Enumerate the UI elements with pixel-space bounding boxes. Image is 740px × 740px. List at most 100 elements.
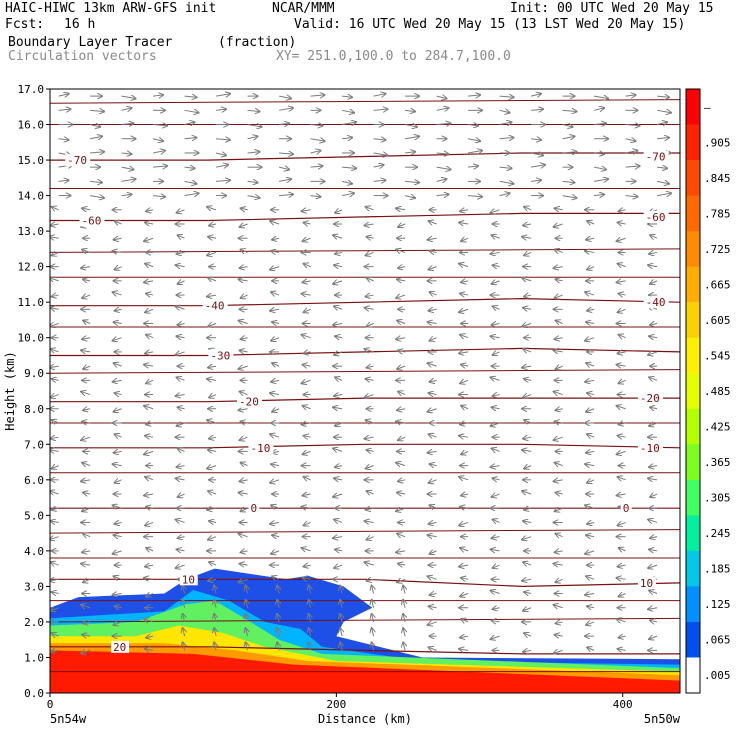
init-time: Init: 00 UTC Wed 20 May 15 [510,1,714,16]
vector-arrow [58,139,69,140]
contour-label-0: -70 [67,154,87,167]
contour-label-13: 10 [182,573,195,586]
contour-label-bg-1 [643,150,669,163]
vector-arrow [468,196,482,197]
vector-arrow [145,522,154,525]
vector-arrow [304,477,311,480]
vector-arrow [523,437,532,439]
vector-arrow [146,594,154,597]
vector-arrow [145,352,154,354]
vector-arrow [176,519,185,522]
vector-arrow [366,252,374,255]
vector-arrow [146,210,154,212]
vector-arrow [304,309,311,312]
vector-arrow [403,614,405,623]
vector-arrow [365,437,374,439]
vector-arrow [397,409,406,411]
vector-arrow [302,548,311,551]
vector-arrow [334,565,343,568]
vector-arrow [562,181,575,182]
contour-label-7: -20 [239,396,259,409]
vector-arrow [625,151,638,153]
vector-arrow [270,480,280,483]
vector-arrow [216,94,230,96]
vector-arrow [461,451,469,454]
vector-arrow [303,406,311,409]
vector-arrow [593,167,606,169]
vector-arrow [333,494,343,497]
vector-arrow [113,251,122,253]
forecast-label: Fcst: [5,17,45,32]
vector-arrow [83,320,91,323]
vector-arrow [585,464,595,466]
vector-arrow [335,336,343,338]
vector-arrow [428,409,437,412]
contour-label-1: -70 [646,151,666,164]
vector-arrow [144,619,154,622]
vector-arrow [113,380,122,382]
vector-arrow [493,565,500,568]
vector-arrow [81,480,91,482]
vector-arrow [648,519,658,522]
y-tick-label: 4.0 [24,545,44,558]
y-tick-label: 10.0 [18,332,45,345]
vector-arrow [436,123,451,124]
vector-arrow [153,125,167,126]
vector-arrow [145,223,154,225]
vector-arrow [618,309,626,312]
vector-arrow [340,642,342,651]
vector-arrow [556,409,563,411]
vector-arrow [277,586,279,594]
vector-arrow [177,466,185,468]
vector-arrow [372,642,374,651]
vector-arrow [184,167,195,168]
vector-arrow [81,267,91,269]
vector-arrow [52,420,59,423]
vector-arrow [333,235,343,238]
vector-arrow [367,323,374,326]
vector-arrow [428,622,437,625]
vector-arrow [625,196,638,197]
vector-arrow [209,521,217,523]
vector-arrow [302,507,311,509]
vector-arrow [429,309,437,311]
vector-arrow [403,600,405,608]
vector-arrow [247,110,260,111]
x-axis-label: Distance (km) [318,712,412,726]
vector-arrow [52,633,59,636]
vector-arrow [82,249,91,252]
vector-arrow [403,642,405,651]
vector-arrow [146,548,154,551]
vector-arrow [145,264,154,267]
vector-arrow [279,108,293,110]
vector-arrow [302,294,311,296]
vector-arrow [619,423,626,425]
vector-arrow [50,366,59,368]
vector-arrow [113,292,122,295]
contour-label-bg-12 [620,502,632,515]
vector-arrow [428,535,437,537]
colorbar-label: .425 [704,421,731,434]
vector-arrow [523,608,532,611]
vector-arrow [178,537,185,539]
vector-arrow [428,363,437,366]
vector-arrow [562,125,573,127]
vector-arrow [429,221,437,224]
vector-arrow [459,223,469,225]
vector-arrow [309,600,311,608]
circulation-vector-layer [50,94,672,654]
vector-arrow [650,537,658,539]
vector-arrow [459,649,469,651]
vector-arrow [342,138,352,139]
vector-arrow [524,420,532,423]
vector-arrow [460,335,469,338]
vector-arrow [183,600,185,608]
vector-arrow [650,407,658,409]
vector-arrow [373,139,386,140]
vector-arrow [460,210,469,212]
vector-arrow [429,434,437,437]
y-tick-label: 13.0 [18,225,45,238]
vector-arrow [208,491,217,494]
vector-arrow [121,167,134,169]
vector-arrow [304,522,311,525]
